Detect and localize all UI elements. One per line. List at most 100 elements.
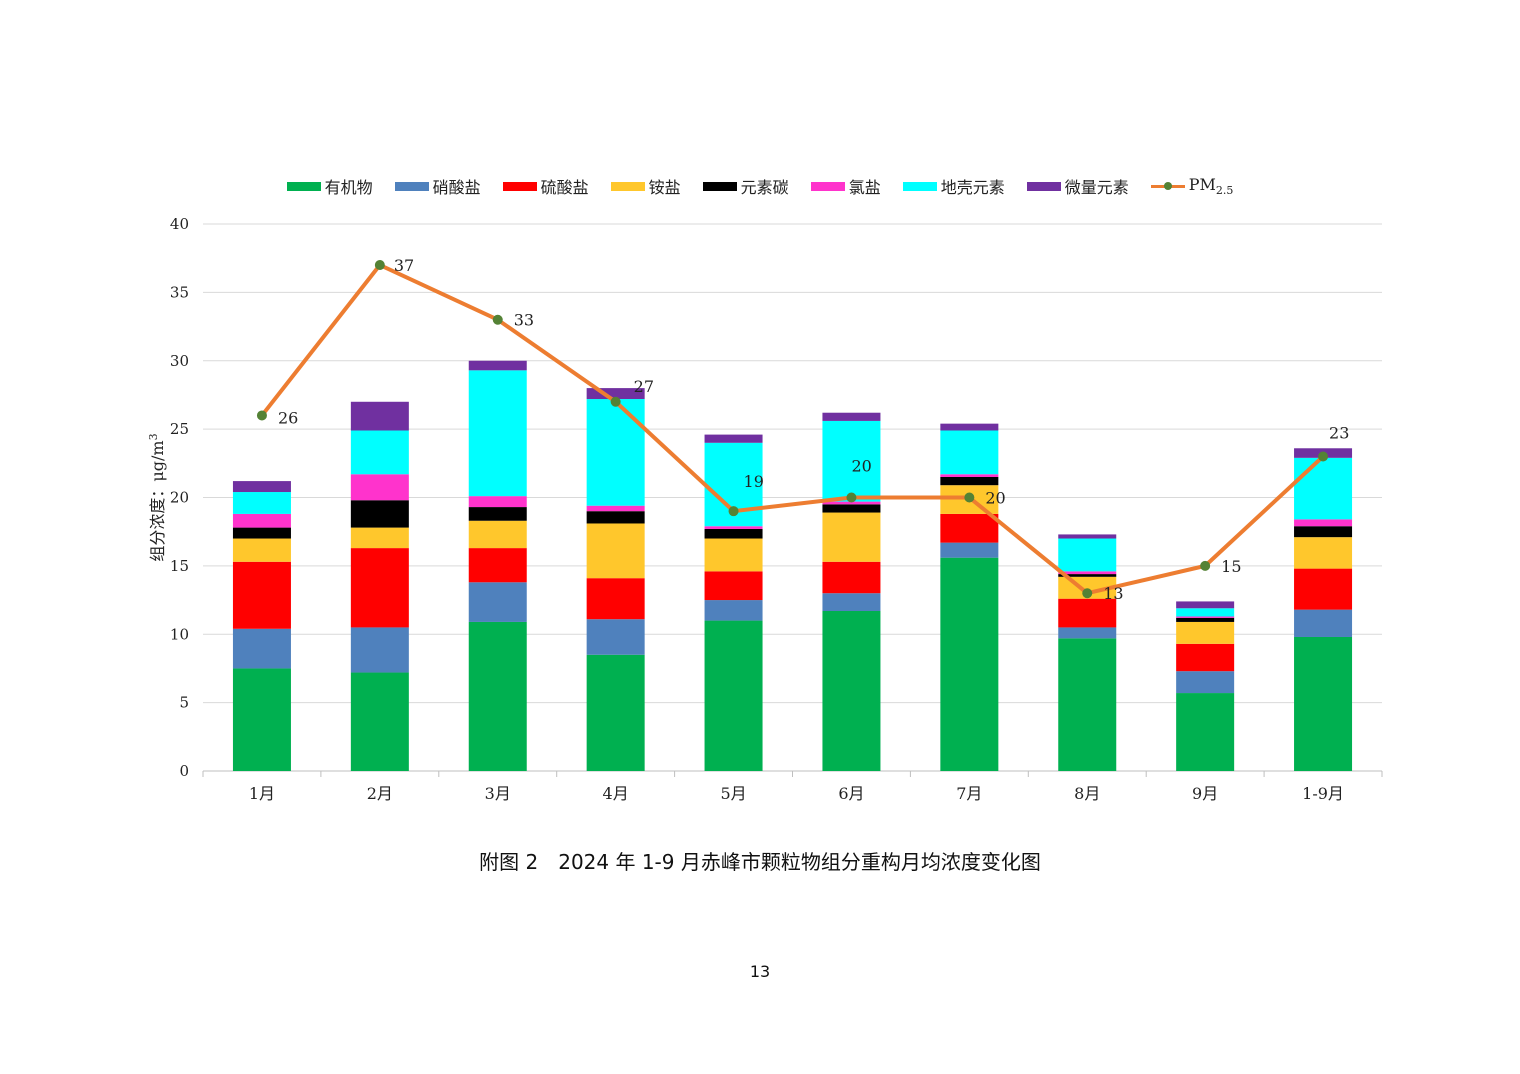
y-tick-label: 10 bbox=[170, 625, 189, 643]
bar-segment bbox=[586, 388, 645, 400]
bar-segment bbox=[940, 542, 999, 558]
bar-segment bbox=[468, 520, 527, 549]
bar-segment bbox=[350, 430, 409, 475]
x-tick-label: 9月 bbox=[1192, 784, 1218, 803]
bar-segment bbox=[822, 501, 881, 505]
bar-segment bbox=[1058, 538, 1117, 572]
bar-segment bbox=[822, 512, 881, 562]
bar-segment bbox=[1294, 526, 1353, 538]
bar-segment bbox=[704, 528, 763, 539]
bar-segment bbox=[468, 582, 527, 622]
pm25-line bbox=[260, 263, 1325, 596]
bar-segment bbox=[940, 557, 999, 771]
bar-segment bbox=[350, 401, 409, 431]
bar-segment bbox=[350, 500, 409, 528]
bar-segment bbox=[822, 420, 881, 502]
bar-segment bbox=[586, 399, 645, 506]
bar-segment bbox=[232, 538, 291, 562]
legend-label: 硝酸盐 bbox=[432, 178, 481, 197]
legend-swatch bbox=[810, 181, 845, 191]
legend-item: 微量元素 bbox=[1026, 174, 1129, 198]
legend-line-swatch bbox=[1150, 180, 1185, 192]
bar-segment bbox=[1176, 643, 1235, 672]
bar-segment bbox=[1058, 534, 1117, 539]
bar-segment bbox=[468, 496, 527, 508]
legend-label: 微量元素 bbox=[1064, 178, 1129, 197]
figure-caption: 附图 2 2024 年 1-9 月赤峰市颗粒物组分重构月均浓度变化图 bbox=[479, 850, 1041, 874]
bar-segment bbox=[586, 505, 645, 512]
legend-swatch bbox=[702, 181, 737, 191]
bar-segment bbox=[704, 571, 763, 601]
pm25-data-label: 15 bbox=[1221, 557, 1241, 576]
x-tick-label: 4月 bbox=[603, 784, 629, 803]
bar-segment bbox=[232, 513, 291, 528]
pm25-point bbox=[256, 410, 267, 421]
bar-segment bbox=[822, 611, 881, 771]
pm25-data-label: 19 bbox=[744, 472, 764, 491]
legend-swatch bbox=[1026, 181, 1061, 191]
bar-segment bbox=[704, 526, 763, 529]
x-tick-label: 5月 bbox=[720, 784, 746, 803]
bar-segment bbox=[586, 654, 645, 771]
bar-segment bbox=[1294, 519, 1353, 527]
bar-segment bbox=[1058, 627, 1117, 639]
legend-item: 元素碳 bbox=[702, 174, 789, 198]
x-tick-label: 2月 bbox=[367, 784, 393, 803]
legend-item: 硫酸盐 bbox=[502, 174, 589, 198]
chart-legend: 有机物 硝酸盐 硫酸盐 铵盐 元素碳 氯盐 地壳元素 微量元素 PM2.5 bbox=[0, 174, 1520, 198]
legend-item: 有机物 bbox=[286, 174, 373, 198]
legend-item: 地壳元素 bbox=[902, 174, 1005, 198]
bar-segment bbox=[586, 578, 645, 620]
x-tick-label: 1月 bbox=[249, 784, 275, 803]
legend-swatch bbox=[902, 181, 937, 191]
bar-segment bbox=[940, 474, 999, 477]
y-tick-label: 30 bbox=[170, 352, 189, 370]
legend-label: 氯盐 bbox=[848, 178, 881, 197]
legend-label: 地壳元素 bbox=[940, 178, 1005, 197]
bar-segment bbox=[1294, 609, 1353, 637]
bar-segment bbox=[232, 481, 291, 493]
legend-label: 硫酸盐 bbox=[540, 178, 589, 197]
pm25-point bbox=[1318, 451, 1329, 462]
bar-segment bbox=[468, 548, 527, 583]
x-tick-label: 3月 bbox=[485, 784, 511, 803]
bar-segment bbox=[468, 360, 527, 371]
bar-segment bbox=[350, 527, 409, 549]
bar-segment bbox=[350, 548, 409, 628]
pm25-data-label: 37 bbox=[394, 256, 414, 275]
pm25-data-label: 20 bbox=[985, 489, 1005, 508]
legend-item: 硝酸盐 bbox=[394, 174, 481, 198]
pm25-data-label: 27 bbox=[634, 377, 654, 396]
bar-segment bbox=[1176, 617, 1235, 622]
bar-segment bbox=[586, 511, 645, 524]
bar-segment bbox=[822, 504, 881, 513]
pm25-point bbox=[846, 492, 857, 503]
bar-segment bbox=[704, 538, 763, 572]
x-tick-label: 7月 bbox=[956, 784, 982, 803]
bar-segment bbox=[1176, 693, 1235, 771]
pm25-point bbox=[964, 492, 975, 503]
bar-segment bbox=[1058, 598, 1117, 628]
pm25-point bbox=[728, 506, 739, 517]
bar-segment bbox=[1176, 671, 1235, 694]
x-tick-label: 8月 bbox=[1074, 784, 1100, 803]
bar-segment bbox=[232, 561, 291, 629]
legend-item-pm25: PM2.5 bbox=[1150, 175, 1233, 197]
bar-segment bbox=[232, 527, 291, 539]
pm25-point bbox=[1082, 588, 1093, 599]
x-tick-label: 6月 bbox=[838, 784, 864, 803]
bar-segment bbox=[822, 593, 881, 612]
bar-segment bbox=[1176, 621, 1235, 644]
bar-segment bbox=[468, 370, 527, 497]
bar-segment bbox=[232, 492, 291, 514]
pm25-data-label: 13 bbox=[1103, 584, 1123, 603]
bar-segment bbox=[704, 620, 763, 771]
bar-segment bbox=[1058, 638, 1117, 771]
bar-segment bbox=[822, 561, 881, 594]
bar-segment bbox=[1294, 537, 1353, 569]
bar-segment bbox=[1176, 616, 1235, 618]
page-number: 13 bbox=[749, 962, 771, 981]
bar-segment bbox=[350, 474, 409, 501]
pm25-data-label: 33 bbox=[514, 311, 534, 330]
bar-segment bbox=[350, 627, 409, 673]
